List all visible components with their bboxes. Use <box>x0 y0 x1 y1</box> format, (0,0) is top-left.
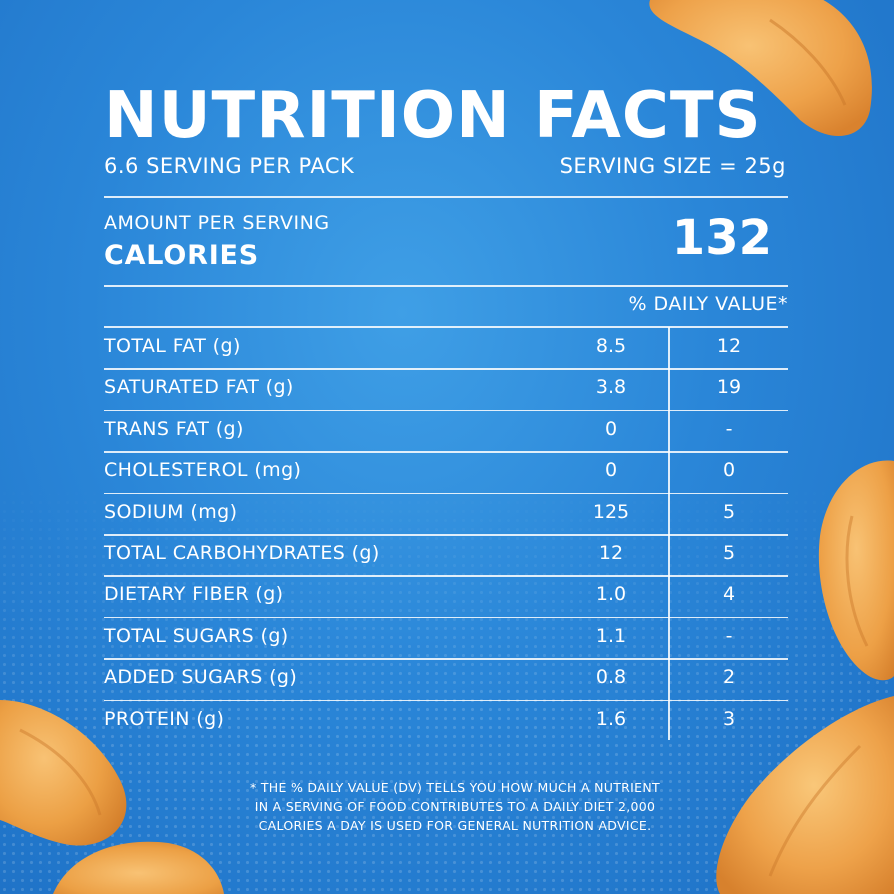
nutrient-row: TOTAL SUGARS (g) 1.1 - <box>104 617 788 658</box>
nutrient-name: DIETARY FIBER (g) <box>104 583 284 606</box>
serving-size: SERVING SIZE = 25g <box>559 154 786 178</box>
nutrient-name: SATURATED FAT (g) <box>104 376 294 399</box>
divider-calories <box>104 285 788 287</box>
chip-image-right <box>818 460 894 681</box>
chip-image-bottom-left <box>0 700 127 846</box>
nutrient-daily-value: 0 <box>722 459 736 482</box>
nutrient-amount: 0.8 <box>595 666 627 689</box>
nutrient-amount: 1.6 <box>595 707 627 730</box>
nutrient-name: TRANS FAT (g) <box>104 417 244 440</box>
nutrient-amount: 1.1 <box>595 624 627 647</box>
row-divider <box>104 451 788 453</box>
nutrient-amount: 0 <box>604 417 618 440</box>
row-divider <box>104 368 788 370</box>
nutrient-daily-value: 4 <box>722 583 736 606</box>
calories-value: 132 <box>671 210 772 266</box>
nutrient-daily-value: - <box>725 417 733 440</box>
nutrient-name: TOTAL CARBOHYDRATES (g) <box>104 542 380 564</box>
nutrient-row: TOTAL CARBOHYDRATES (g) 12 5 <box>104 534 788 575</box>
nutrient-row: TRANS FAT (g) 0 - <box>104 410 788 451</box>
nutrient-amount: 3.8 <box>595 376 627 399</box>
row-divider <box>104 409 788 412</box>
column-divider <box>668 327 670 740</box>
nutrient-amount: 12 <box>598 542 624 564</box>
chip-image-bottom-center <box>53 841 224 894</box>
nutrient-name: PROTEIN (g) <box>104 707 225 730</box>
daily-value-footnote: * THE % DAILY VALUE (DV) TELLS YOU HOW M… <box>220 778 690 835</box>
servings-per-pack: 6.6 SERVING PER PACK <box>104 154 355 178</box>
nutrient-row: SODIUM (mg) 125 5 <box>104 493 788 534</box>
panel-title: NUTRITION FACTS <box>104 79 762 153</box>
row-divider <box>104 492 788 495</box>
row-divider <box>104 616 788 619</box>
chip-image-top-right <box>649 0 872 136</box>
nutrient-daily-value: 2 <box>722 666 736 689</box>
nutrient-name: TOTAL SUGARS (g) <box>104 624 289 647</box>
footnote-line: IN A SERVING OF FOOD CONTRIBUTES TO A DA… <box>254 799 656 814</box>
divider-top <box>104 196 788 198</box>
nutrient-amount: 8.5 <box>595 335 627 357</box>
nutrient-daily-value: 19 <box>716 376 742 399</box>
nutrient-amount: 1.0 <box>595 583 627 606</box>
divider-header <box>104 326 788 328</box>
row-divider <box>104 699 788 702</box>
row-divider <box>104 658 788 660</box>
nutrient-name: TOTAL FAT (g) <box>104 335 241 357</box>
calories-label: CALORIES <box>104 240 260 271</box>
amount-per-serving-label: AMOUNT PER SERVING <box>104 212 330 234</box>
nutrient-name: SODIUM (mg) <box>104 500 238 523</box>
row-divider <box>104 534 788 536</box>
nutrient-daily-value: 5 <box>722 542 736 564</box>
nutrient-row: TOTAL FAT (g) 8.5 12 <box>104 327 788 368</box>
nutrient-row: ADDED SUGARS (g) 0.8 2 <box>104 658 788 699</box>
nutrient-daily-value: 3 <box>722 707 736 730</box>
nutrient-daily-value: 12 <box>716 335 742 357</box>
chip-image-bottom-right <box>716 696 894 894</box>
nutrient-name: CHOLESTEROL (mg) <box>104 459 302 482</box>
nutrient-amount: 125 <box>592 500 630 523</box>
nutrient-amount: 0 <box>604 459 618 482</box>
daily-value-header: % DAILY VALUE* <box>628 293 788 315</box>
nutrient-row: DIETARY FIBER (g) 1.0 4 <box>104 575 788 616</box>
nutrient-daily-value: - <box>725 624 733 647</box>
nutrient-row: CHOLESTEROL (mg) 0 0 <box>104 451 788 492</box>
footnote-line: * THE % DAILY VALUE (DV) TELLS YOU HOW M… <box>250 780 660 795</box>
nutrient-name: ADDED SUGARS (g) <box>104 666 298 689</box>
footnote-line: CALORIES A DAY IS USED FOR GENERAL NUTRI… <box>258 818 652 833</box>
nutrient-row: SATURATED FAT (g) 3.8 19 <box>104 368 788 409</box>
nutrient-daily-value: 5 <box>722 500 736 523</box>
nutrient-row: PROTEIN (g) 1.6 3 <box>104 700 788 741</box>
row-divider <box>104 575 788 577</box>
